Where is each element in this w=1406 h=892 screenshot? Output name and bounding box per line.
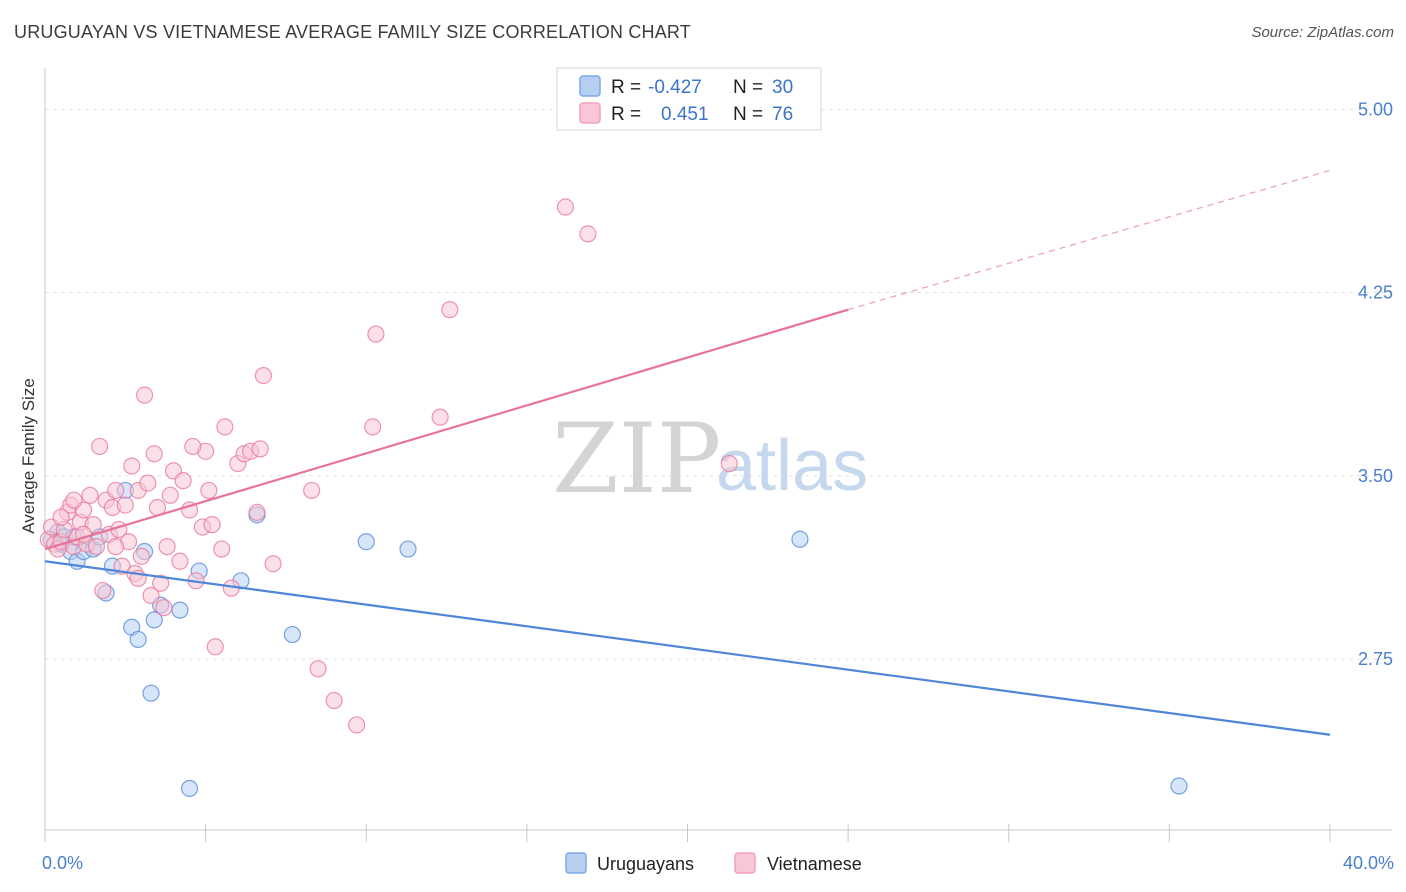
point-vietnamese [431, 408, 449, 426]
gridlines [45, 108, 1392, 660]
point-vietnamese [180, 501, 199, 519]
point-vietnamese [142, 586, 160, 605]
point-vietnamese [264, 555, 282, 573]
bottom-legend-swatch-vietnamese [734, 852, 756, 874]
point-vietnamese [94, 581, 112, 600]
point-vietnamese [135, 386, 154, 404]
point-uruguayans [791, 530, 809, 548]
watermark-atlas: atlas [716, 426, 868, 506]
trend-line-extension-vietnamese [847, 169, 1331, 311]
point-vietnamese [251, 440, 269, 458]
legend-n-label-uruguayans: N = [733, 77, 763, 98]
point-vietnamese [720, 454, 738, 473]
point-vietnamese [200, 481, 218, 500]
point-vietnamese [91, 437, 109, 456]
legend-r-label-vietnamese: R = [611, 104, 641, 125]
point-vietnamese [171, 552, 189, 570]
point-vietnamese [174, 472, 192, 490]
legend-n-value-uruguayans: 30 [772, 77, 793, 98]
legend-swatch-vietnamese [579, 102, 601, 124]
bottom-legend-swatch-uruguayans [565, 852, 587, 874]
point-vietnamese [107, 481, 125, 500]
point-uruguayans [399, 540, 417, 558]
x-tick-label-min: 0.0% [42, 853, 83, 873]
trend-line-uruguayans [44, 560, 1331, 736]
legend-swatch-uruguayans [579, 75, 601, 97]
point-vietnamese [145, 445, 163, 463]
point-vietnamese [441, 301, 459, 319]
bottom-legend-label-uruguayans: Uruguayans [597, 854, 694, 874]
point-vietnamese [254, 367, 273, 385]
point-vietnamese [152, 574, 170, 592]
point-vietnamese [348, 716, 366, 734]
point-vietnamese [364, 418, 382, 436]
bottom-legend: Uruguayans Vietnamese [565, 852, 862, 874]
point-vietnamese [309, 660, 327, 678]
x-tick-label-max: 40.0% [1343, 853, 1394, 873]
point-vietnamese [579, 225, 597, 243]
point-vietnamese [116, 496, 134, 514]
point-uruguayans [180, 779, 199, 798]
point-vietnamese [158, 538, 176, 556]
point-vietnamese [213, 540, 231, 558]
point-uruguayans [357, 533, 375, 551]
y-tick-label: 4.25 [1358, 283, 1393, 303]
y-tick-label: 2.75 [1358, 649, 1393, 669]
point-uruguayans [283, 625, 301, 644]
point-vietnamese [184, 437, 202, 456]
point-vietnamese [248, 503, 266, 522]
point-vietnamese [161, 486, 179, 504]
legend: R = -0.427 N = 30 R = 0.451 N = 76 [556, 67, 822, 131]
point-vietnamese [203, 516, 221, 534]
point-vietnamese [87, 538, 106, 556]
y-tick-label: 3.50 [1358, 466, 1393, 486]
point-vietnamese [367, 325, 385, 343]
point-vietnamese [206, 638, 224, 656]
point-vietnamese [155, 599, 173, 617]
chart-title: URUGUAYAN VS VIETNAMESE AVERAGE FAMILY S… [14, 22, 692, 42]
legend-n-label-vietnamese: N = [733, 104, 763, 125]
source-label: Source: ZipAtlas.com [1251, 24, 1394, 41]
y-axis-tick-labels: 2.75 3.50 4.25 5.00 [1358, 99, 1393, 669]
point-vietnamese [139, 474, 157, 492]
watermark-zip: ZIP [552, 403, 721, 515]
point-vietnamese [216, 418, 234, 436]
point-uruguayans [142, 684, 160, 702]
trend-lines [44, 169, 1331, 736]
legend-box [556, 67, 822, 131]
point-vietnamese [303, 481, 321, 500]
point-uruguayans [1170, 777, 1188, 795]
x-axis-ticks [44, 824, 1331, 842]
legend-n-value-vietnamese: 76 [772, 104, 793, 125]
point-uruguayans [129, 630, 147, 649]
y-tick-label: 5.00 [1358, 99, 1393, 119]
point-uruguayans [145, 611, 163, 629]
point-vietnamese [81, 486, 99, 504]
scatter-points [39, 198, 1188, 798]
point-vietnamese [132, 547, 150, 565]
point-vietnamese [52, 508, 70, 526]
trend-line-vietnamese [44, 308, 849, 551]
watermark: ZIP atlas [552, 403, 868, 515]
point-vietnamese [556, 198, 575, 216]
point-uruguayans [171, 601, 189, 619]
legend-r-value-vietnamese: 0.451 [661, 104, 709, 125]
bottom-legend-label-vietnamese: Vietnamese [767, 854, 862, 874]
point-vietnamese [107, 538, 125, 556]
legend-r-value-uruguayans: -0.427 [648, 77, 702, 98]
point-vietnamese [325, 691, 343, 710]
point-vietnamese [65, 491, 83, 509]
y-axis-label: Average Family Size [19, 378, 38, 534]
legend-r-label-uruguayans: R = [611, 77, 641, 98]
point-vietnamese [123, 457, 141, 475]
